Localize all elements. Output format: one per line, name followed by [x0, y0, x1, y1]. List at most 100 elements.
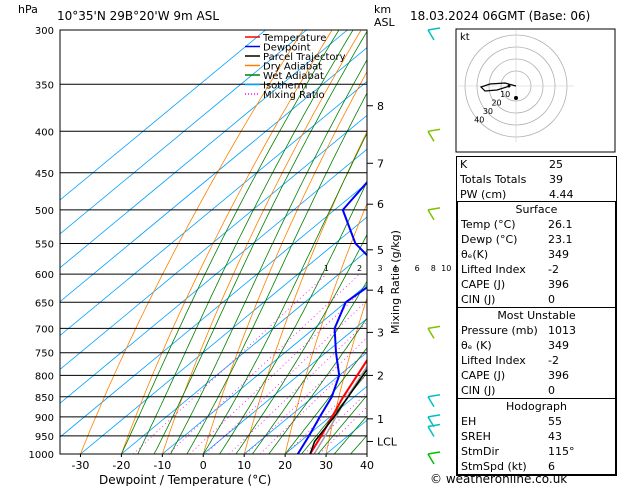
pressure-tick-label: 500 — [35, 206, 54, 217]
hodograph-param-row: StmDir 115° — [458, 444, 615, 459]
temperature-profile — [309, 358, 367, 454]
pressure-tick-label: 700 — [35, 324, 54, 335]
isotherm-line — [203, 318, 367, 454]
surface-row: Dewp (°C) 23.1 — [458, 232, 615, 247]
isotherm-line — [60, 30, 266, 201]
hodograph-param-label: EH — [461, 415, 477, 428]
most-unstable-label: Lifted Index — [461, 354, 526, 367]
wind-barb — [427, 130, 435, 142]
most-unstable-value: 0 — [548, 384, 555, 397]
hodograph-ring-label: 30 — [483, 107, 493, 116]
mixing-ratio-label: 8 — [431, 264, 436, 273]
most-unstable-value: -2 — [548, 354, 559, 367]
height-tick-label: 3 — [377, 326, 384, 339]
height-tick-label: 6 — [377, 198, 384, 211]
isotherm-line — [60, 148, 367, 404]
x-tick-label: 40 — [360, 459, 374, 472]
parcel-trajectory-profile — [309, 368, 367, 454]
dewpoint-profile — [296, 180, 367, 454]
surface-row: Temp (°C) 26.1 — [458, 217, 615, 232]
isotherm-line — [60, 80, 367, 337]
hodograph-param-value: 6 — [548, 460, 555, 473]
surface-title: Surface — [515, 203, 558, 216]
pressure-tick-label: 800 — [35, 371, 54, 382]
wind-barb-flag — [427, 207, 441, 211]
hodograph-param-label: SREH — [461, 430, 491, 443]
hodograph-param-label: StmDir — [461, 445, 500, 458]
pressure-tick-label: 850 — [35, 393, 54, 404]
mixing-ratio-label: 1 — [324, 264, 329, 273]
hodograph-param-row: StmSpd (kt) 6 — [458, 459, 615, 474]
indices-panel: K 25 Totals Totals 39 PW (cm) 4.44 Surface Te… — [456, 156, 617, 476]
isotherm-line — [60, 182, 367, 438]
pressure-unit: hPa — [18, 3, 38, 16]
wind-barb-flag — [427, 27, 441, 31]
height-tick-label: LCL — [377, 435, 398, 448]
most-unstable-row: θₑ (K) 349 — [458, 338, 615, 353]
surface-label: θₑ(K) — [461, 248, 489, 261]
most-unstable-value: 396 — [548, 369, 569, 382]
height-tick-label: 2 — [377, 369, 384, 382]
x-tick-label: 30 — [319, 459, 333, 472]
surface-label: Temp (°C) — [461, 218, 516, 231]
mixing-ratio-line — [189, 285, 367, 454]
legend-label: Dry Adiabat — [263, 62, 322, 73]
wind-barb — [427, 209, 435, 221]
most-unstable-title: Most Unstable — [497, 309, 576, 322]
hodograph-ring-label: 40 — [474, 116, 484, 125]
surface-value: 0 — [548, 293, 555, 306]
x-axis-label: Dewpoint / Temperature (°C) — [99, 473, 271, 486]
wind-barb-flag — [427, 325, 441, 330]
pressure-tick-label: 300 — [35, 26, 54, 37]
wind-barb-flag — [427, 394, 441, 398]
surface-label: Dewp (°C) — [461, 233, 518, 246]
isotherm-line — [162, 284, 367, 454]
surface-value: -2 — [548, 263, 559, 276]
wind-barb-flag — [427, 451, 441, 455]
height-unit-asl: ASL — [374, 16, 396, 29]
hodograph-trace — [479, 82, 517, 92]
x-tick-label: -10 — [153, 459, 171, 472]
most-unstable-label: Pressure (mb) — [461, 324, 538, 337]
wind-barb — [427, 328, 435, 339]
isotherm-line — [60, 47, 367, 303]
legend-label: Isotherm — [263, 81, 307, 92]
pressure-tick-label: 350 — [35, 80, 54, 91]
wet-adiabat-line — [301, 372, 367, 454]
surface-row: CIN (J) 0 — [458, 292, 615, 307]
mixing-ratio-label: 6 — [415, 264, 420, 273]
x-tick-label: 10 — [237, 459, 251, 472]
mixing-ratio-label: 2 — [357, 264, 362, 273]
height-tick-label: 4 — [377, 284, 384, 297]
hodograph-unit: kt — [460, 32, 470, 43]
surface-value: 349 — [548, 248, 569, 261]
legend-label: Parcel Trajectory — [263, 52, 346, 63]
wet-adiabat-line — [317, 394, 367, 454]
x-tick-label: 0 — [200, 459, 207, 472]
wind-barb — [427, 453, 435, 465]
hodograph-param-row: EH 55 — [458, 414, 615, 429]
index-value: 4.44 — [549, 188, 574, 201]
index-row: K 25 — [457, 157, 616, 172]
most-unstable-row: CAPE (J) 396 — [458, 368, 615, 383]
surface-value: 23.1 — [548, 233, 573, 246]
most-unstable-row: Lifted Index -2 — [458, 353, 615, 368]
wet-adiabat-line — [284, 347, 367, 454]
wet-adiabat-line — [153, 30, 367, 454]
pressure-tick-label: 600 — [35, 270, 54, 281]
datetime-title: 18.03.2024 06GMT (Base: 06) — [410, 9, 590, 23]
legend-label: Mixing Ratio — [263, 90, 325, 101]
index-label: K — [460, 158, 468, 171]
hodograph-point — [507, 84, 511, 88]
surface-row: Lifted Index -2 — [458, 262, 615, 277]
environment-shadow-line — [313, 365, 367, 454]
surface-label: Lifted Index — [461, 263, 526, 276]
hodograph-param-value: 55 — [548, 415, 562, 428]
hodograph-param-label: StmSpd (kt) — [461, 460, 527, 473]
surface-label: CAPE (J) — [461, 278, 506, 291]
pressure-tick-label: 650 — [35, 298, 54, 309]
hodograph-table-title: Hodograph — [506, 400, 567, 413]
most-unstable-value: 349 — [548, 339, 569, 352]
height-tick-label: 7 — [377, 157, 384, 170]
most-unstable-value: 1013 — [548, 324, 576, 337]
